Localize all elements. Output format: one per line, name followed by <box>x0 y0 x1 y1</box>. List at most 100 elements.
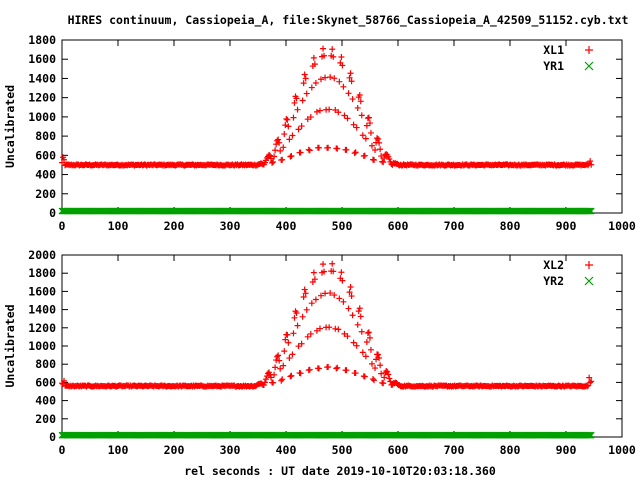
data-point <box>343 146 350 153</box>
data-point <box>294 106 301 113</box>
x-tick-label: 400 <box>276 443 297 457</box>
series-YR2 <box>58 431 595 439</box>
data-point <box>312 296 319 303</box>
data-point <box>357 98 364 105</box>
x-tick-label: 300 <box>220 443 241 457</box>
data-point <box>268 374 275 381</box>
data-point <box>352 370 359 377</box>
data-point <box>375 135 382 142</box>
chart-panel-2: 0 100 200 300 400 500 600 700 800 900 1000 0 200 400 6… <box>3 248 636 457</box>
data-point <box>279 376 286 383</box>
x-tick-label: 1000 <box>608 219 636 233</box>
data-point <box>320 45 327 52</box>
data-point <box>273 141 280 148</box>
data-point <box>367 129 374 136</box>
y-tick-label: 1800 <box>28 33 56 47</box>
y-tick-label: 800 <box>35 129 56 143</box>
data-point <box>302 290 309 297</box>
x-tick-label: 500 <box>332 443 353 457</box>
data-point <box>321 268 328 275</box>
data-point <box>338 269 345 276</box>
legend-marker <box>584 61 594 71</box>
data-point <box>344 333 351 340</box>
data-point <box>293 310 300 317</box>
data-point <box>340 83 347 90</box>
x-tick-label: 700 <box>444 219 465 233</box>
data-point <box>271 153 278 160</box>
data-point <box>363 122 370 129</box>
data-point <box>366 334 373 341</box>
data-point <box>281 348 288 355</box>
data-point <box>307 330 314 337</box>
data-point <box>317 292 324 299</box>
x-tick-label: 1000 <box>608 443 636 457</box>
data-point <box>313 108 320 115</box>
y-tick-label: 1200 <box>28 321 56 335</box>
data-point <box>341 112 348 119</box>
data-point <box>348 78 355 85</box>
data-point <box>387 378 394 385</box>
data-point <box>380 380 387 387</box>
x-tick-label: 700 <box>444 443 465 457</box>
data-point <box>304 116 311 123</box>
data-point <box>330 53 337 60</box>
y-tick-label: 1600 <box>28 284 56 298</box>
data-point <box>287 373 294 380</box>
data-point <box>385 371 392 378</box>
y-axis-label: Uncalibrated <box>3 304 17 387</box>
y-tick-label: 600 <box>35 375 56 389</box>
data-point <box>290 114 297 121</box>
data-point <box>340 298 347 305</box>
y-tick-label: 1400 <box>28 303 56 317</box>
data-point <box>346 74 353 81</box>
data-point <box>303 90 310 97</box>
data-point <box>347 70 354 77</box>
data-point <box>289 351 296 358</box>
y-tick-label: 1800 <box>28 266 56 280</box>
legend-marker <box>584 276 594 286</box>
data-point <box>335 109 342 116</box>
data-point <box>353 124 360 131</box>
x-tick-label: 800 <box>500 219 521 233</box>
data-point <box>320 261 327 268</box>
data-point <box>61 156 68 163</box>
data-point <box>584 431 592 439</box>
data-point <box>294 322 301 329</box>
data-point <box>375 351 382 358</box>
data-point <box>351 150 358 157</box>
series-XL1 <box>59 45 595 169</box>
data-point <box>313 327 320 334</box>
data-point <box>282 122 289 129</box>
data-point <box>585 207 593 215</box>
data-point <box>267 152 274 159</box>
data-point <box>344 115 351 122</box>
legend-label: YR2 <box>543 274 564 288</box>
data-point <box>343 367 350 374</box>
data-point <box>373 356 380 363</box>
data-point <box>331 292 338 299</box>
data-point <box>304 333 311 340</box>
data-point <box>356 305 363 312</box>
data-point <box>587 379 594 386</box>
data-point <box>348 293 355 300</box>
y-tick-label: 200 <box>35 412 56 426</box>
data-point <box>349 96 356 103</box>
data-point <box>285 339 292 346</box>
data-point <box>353 342 360 349</box>
data-point <box>587 158 594 165</box>
data-point <box>359 349 366 356</box>
legend-marker <box>585 46 593 54</box>
data-point <box>263 373 270 380</box>
data-point <box>260 382 267 389</box>
x-tick-label: 200 <box>164 443 185 457</box>
data-point <box>372 147 379 154</box>
data-point <box>306 366 313 373</box>
data-point <box>316 107 323 114</box>
y-tick-label: 800 <box>35 357 56 371</box>
data-point <box>61 377 68 384</box>
data-point <box>376 355 383 362</box>
data-point <box>272 364 279 371</box>
data-point <box>384 368 391 375</box>
data-point <box>383 368 390 375</box>
data-point <box>282 336 289 343</box>
